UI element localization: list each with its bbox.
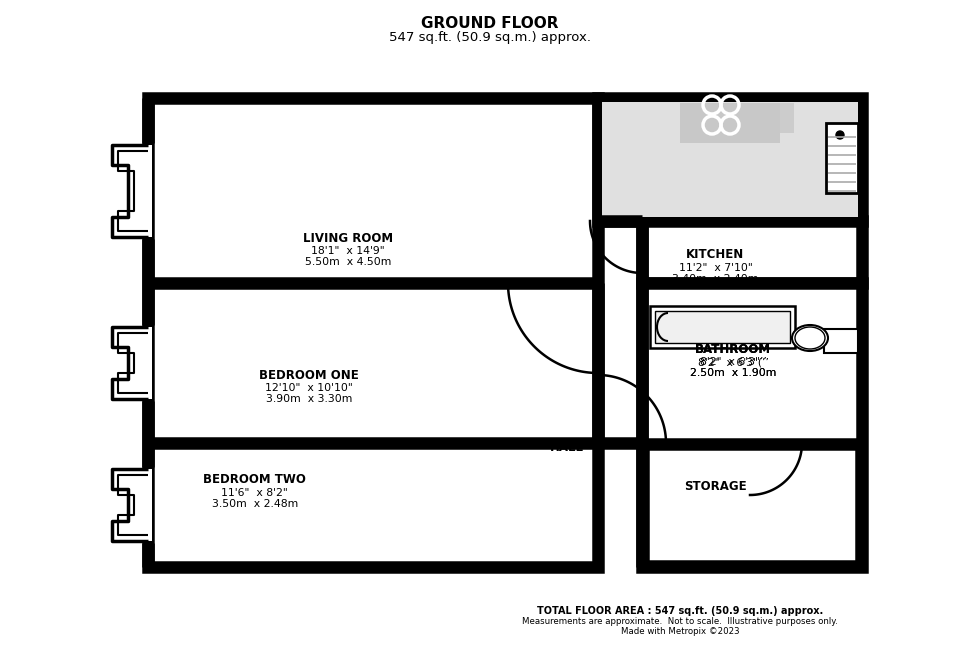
Text: 8'2"  x 6'3"(’’: 8'2" x 6'3"(’’ (698, 357, 768, 368)
Text: BATHROOM: BATHROOM (695, 343, 771, 356)
Bar (680, 103, 780, 143)
Text: 8'2"  x 6'3"’’: 8'2" x 6'3"’’ (700, 357, 766, 368)
Text: Made with Metropix ©2023: Made with Metropix ©2023 (620, 628, 739, 637)
Bar (706, 103, 794, 133)
Text: 547 sq.ft. (50.9 sq.m.) approx.: 547 sq.ft. (50.9 sq.m.) approx. (389, 31, 591, 44)
Text: TOTAL FLOOR AREA : 547 sq.ft. (50.9 sq.m.) approx.: TOTAL FLOOR AREA : 547 sq.ft. (50.9 sq.m… (537, 606, 823, 616)
Bar (643, 444, 861, 566)
Text: 5.50m  x 4.50m: 5.50m x 4.50m (305, 257, 391, 267)
Text: 18'1"  x 14'9": 18'1" x 14'9" (311, 246, 385, 257)
Text: GROUND FLOOR: GROUND FLOOR (421, 16, 559, 31)
Bar (824, 329, 858, 353)
Text: 11'2"  x 7'10": 11'2" x 7'10" (678, 263, 753, 273)
Text: 2.50m  x 1.90m: 2.50m x 1.90m (690, 368, 776, 378)
Text: STORAGE: STORAGE (684, 480, 747, 493)
Text: KITCHEN: KITCHEN (686, 248, 745, 261)
Text: BATHROOM: BATHROOM (695, 343, 771, 356)
Text: 3.40m  x 2.40m: 3.40m x 2.40m (672, 274, 759, 283)
Text: 3.50m  x 2.48m: 3.50m x 2.48m (212, 499, 298, 509)
Bar (826, 123, 858, 193)
Bar (598, 98, 862, 221)
Circle shape (836, 131, 844, 139)
Bar (650, 306, 795, 348)
Bar (108, 327, 152, 399)
Bar (108, 144, 152, 236)
Bar (108, 469, 152, 541)
Bar (642, 283, 862, 567)
Text: BEDROOM TWO: BEDROOM TWO (204, 473, 306, 486)
Bar (602, 102, 858, 217)
Bar (655, 311, 790, 343)
Bar (826, 123, 858, 193)
Text: HALL: HALL (550, 441, 583, 454)
Text: BEDROOM ONE: BEDROOM ONE (259, 369, 359, 382)
Text: 2.50m  x 1.90m: 2.50m x 1.90m (690, 368, 776, 378)
Bar (642, 221, 862, 283)
Text: 3.90m  x 3.30m: 3.90m x 3.30m (266, 394, 352, 404)
Text: 11'6"  x 8'2": 11'6" x 8'2" (221, 488, 288, 498)
Ellipse shape (792, 325, 828, 351)
Text: 12'10"  x 10'10": 12'10" x 10'10" (265, 383, 353, 394)
Text: Measurements are approximate.  Not to scale.  Illustrative purposes only.: Measurements are approximate. Not to sca… (522, 618, 838, 626)
Text: LIVING ROOM: LIVING ROOM (303, 232, 393, 245)
Bar (148, 98, 598, 567)
